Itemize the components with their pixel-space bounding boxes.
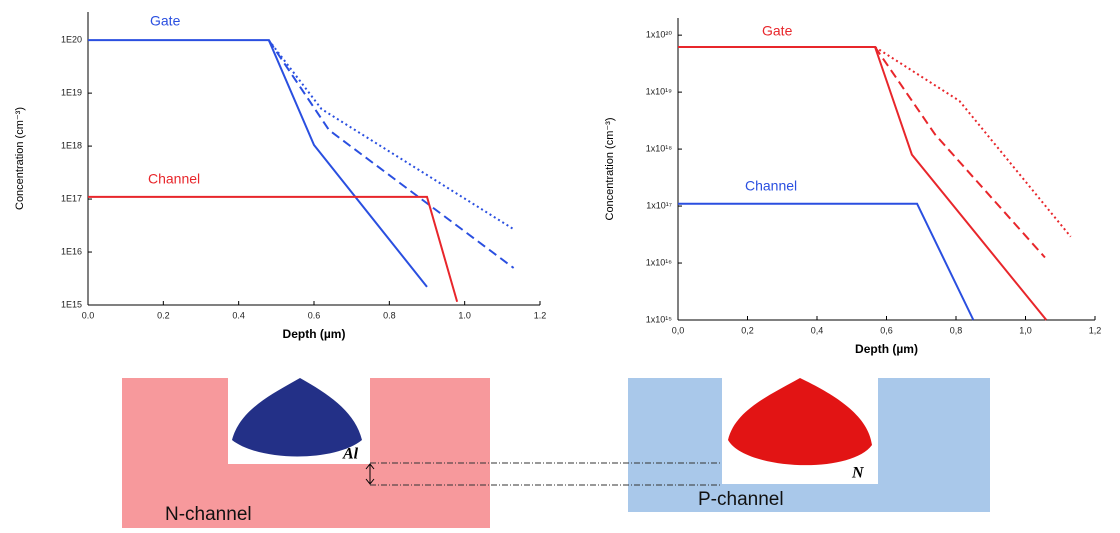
- series-line: [267, 39, 515, 269]
- x-tick-label: 1.0: [458, 310, 471, 320]
- x-tick-label: 0.6: [308, 310, 321, 320]
- series-line: [874, 46, 1046, 259]
- n-implant-cloud: [728, 378, 872, 466]
- x-tick-label: 0,6: [880, 325, 893, 335]
- y-tick-label: 1E16: [61, 246, 82, 256]
- x-tick-label: 0,8: [950, 325, 963, 335]
- device-label: N-channel: [165, 504, 252, 525]
- x-tick-label: 0.2: [157, 310, 170, 320]
- y-tick-label: 1E20: [61, 35, 82, 45]
- y-tick-label: 1E19: [61, 87, 82, 97]
- y-tick-label: 1x10¹⁸: [646, 143, 673, 153]
- x-tick-label: 1,2: [1089, 325, 1102, 335]
- y-tick-label: 1x10¹⁶: [646, 257, 673, 267]
- delta-arrow-heads: [365, 463, 375, 485]
- y-axis-title: Concentration (cm⁻³): [14, 107, 26, 210]
- x-tick-label: 0,2: [741, 325, 754, 335]
- x-axis-title: Depth (µm): [855, 342, 918, 356]
- series-label: Gate: [762, 23, 793, 39]
- ion-label: Al: [342, 446, 359, 463]
- y-tick-label: 1x10¹⁵: [646, 314, 673, 324]
- series-line: [678, 202, 975, 321]
- series-line: [874, 46, 1072, 238]
- series-label: Gate: [150, 13, 181, 29]
- series-label: Channel: [745, 178, 797, 194]
- x-tick-label: 0,0: [672, 325, 685, 335]
- x-tick-label: 1,0: [1019, 325, 1032, 335]
- series-line: [268, 39, 515, 231]
- series-label: Channel: [148, 171, 200, 187]
- x-tick-label: 0,4: [811, 325, 824, 335]
- x-tick-label: 1.2: [534, 310, 547, 320]
- y-tick-label: 1x10²⁰: [646, 30, 673, 40]
- series-line: [678, 45, 1048, 321]
- y-axis-title: Concentration (cm⁻³): [604, 117, 616, 220]
- y-tick-label: 1E18: [61, 140, 82, 150]
- y-tick-label: 1E15: [61, 299, 82, 309]
- series-line: [88, 39, 428, 288]
- y-tick-label: 1E17: [61, 193, 82, 203]
- y-tick-label: 1x10¹⁹: [646, 86, 673, 96]
- x-tick-label: 0.4: [232, 310, 245, 320]
- y-tick-label: 1x10¹⁷: [646, 200, 672, 210]
- x-tick-label: 0.8: [383, 310, 396, 320]
- x-tick-label: 0.0: [82, 310, 95, 320]
- series-line: [88, 195, 459, 303]
- ion-label: N: [851, 465, 865, 482]
- x-axis-title: Depth (µm): [283, 327, 346, 341]
- al-implant-cloud: [232, 378, 362, 457]
- device-label: P-channel: [698, 489, 784, 510]
